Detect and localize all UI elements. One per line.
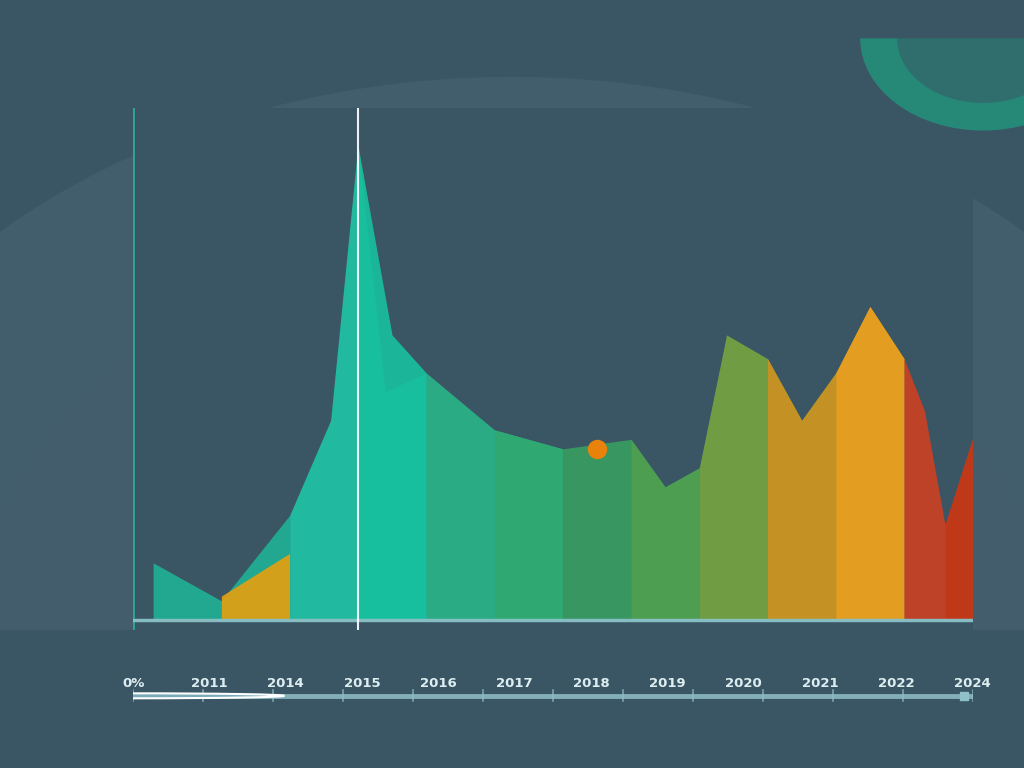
Text: 2020: 2020 <box>725 677 762 690</box>
Polygon shape <box>427 373 563 621</box>
Polygon shape <box>945 440 973 621</box>
Text: 2011: 2011 <box>191 677 227 690</box>
Polygon shape <box>632 440 699 621</box>
Text: 2015: 2015 <box>344 677 381 690</box>
Circle shape <box>0 694 285 698</box>
Text: 2016: 2016 <box>420 677 457 690</box>
Text: 2017: 2017 <box>497 677 534 690</box>
Text: 2024: 2024 <box>954 677 991 690</box>
Polygon shape <box>222 554 290 621</box>
Polygon shape <box>563 440 699 621</box>
Polygon shape <box>699 336 837 621</box>
Text: 2019: 2019 <box>649 677 686 690</box>
Polygon shape <box>904 359 973 621</box>
Polygon shape <box>495 430 563 621</box>
Text: 0%: 0% <box>122 677 144 690</box>
Text: 2014: 2014 <box>267 677 304 690</box>
Polygon shape <box>768 307 904 621</box>
Text: 2018: 2018 <box>572 677 609 690</box>
Polygon shape <box>290 145 427 621</box>
Text: 2022: 2022 <box>879 677 914 690</box>
Polygon shape <box>358 145 427 621</box>
Polygon shape <box>154 516 290 621</box>
Polygon shape <box>837 307 904 621</box>
Text: 2021: 2021 <box>802 677 839 690</box>
